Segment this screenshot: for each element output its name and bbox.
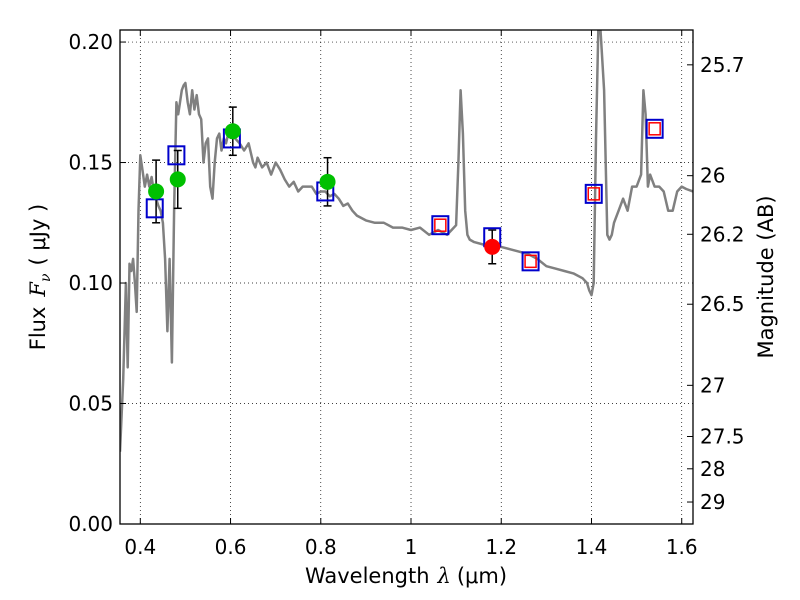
- y-tick-label: 0.20: [68, 30, 113, 54]
- model-square-inner: [587, 187, 600, 201]
- model-square: [584, 183, 603, 204]
- green-data-point: [224, 123, 241, 140]
- spectrum-layer: [120, 30, 693, 452]
- red-data-point: [484, 238, 501, 255]
- mag-tick-label: 25.7: [700, 53, 745, 77]
- mag-tick-label: 26.2: [700, 222, 745, 246]
- x-tick-label: 0.4: [124, 535, 156, 559]
- x-tick-label: 0.6: [215, 535, 247, 559]
- x-tick-label: 1.6: [666, 535, 698, 559]
- points-layer: [145, 106, 664, 272]
- x-tick-label: 1: [405, 535, 418, 559]
- model-square: [431, 215, 450, 236]
- model-square-inner: [648, 122, 661, 136]
- mag-tick-label: 28: [700, 457, 725, 481]
- model-square-inner: [434, 218, 447, 232]
- y-axis-title: FluxFν( μJy ): [26, 204, 54, 350]
- mag-tick-label: 26: [700, 164, 725, 188]
- plot-background: [120, 30, 693, 524]
- green-data-point: [319, 173, 336, 190]
- y-tick-label: 0.00: [68, 512, 113, 536]
- mag-tick-label: 27.5: [700, 425, 745, 449]
- x-axis-title: Wavelength λ (μm): [305, 564, 507, 588]
- x-tick-label: 1.2: [485, 535, 517, 559]
- spectrum-line: [120, 30, 693, 452]
- mag-tick-label: 26.5: [700, 292, 745, 316]
- model-square: [645, 118, 664, 139]
- y-tick-label: 0.15: [68, 151, 113, 175]
- mag-tick-label: 27: [700, 373, 725, 397]
- plot-frame: [119, 29, 694, 525]
- model-square: [521, 251, 540, 272]
- green-data-point: [169, 171, 186, 188]
- y-tick-label: 0.10: [68, 271, 113, 295]
- y-axis-right-title: Magnitude (AB): [754, 195, 778, 358]
- ticks-layer: 0.4 0.6 0.8 1 1.2 1.4 1.6 0.00 0.05 0.10 0.15 0.20 2…: [68, 30, 745, 559]
- y-tick-label: 0.05: [68, 392, 113, 416]
- model-square-inner: [524, 254, 537, 269]
- x-tick-label: 1.4: [576, 535, 608, 559]
- mag-tick-label: 29: [700, 490, 725, 514]
- green-data-point: [148, 183, 165, 200]
- model-square: [167, 145, 186, 166]
- x-tick-label: 0.8: [305, 535, 337, 559]
